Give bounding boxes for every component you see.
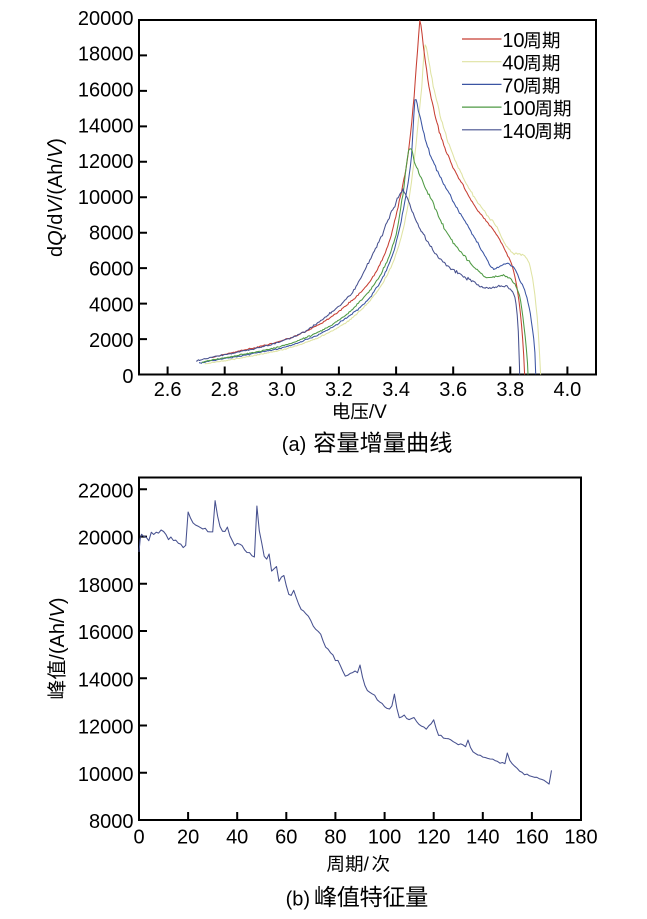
svg-text:dQ/dV/(Ah/V): dQ/dV/(Ah/V): [45, 138, 67, 257]
svg-text:70: 70: [502, 75, 524, 97]
svg-text:6000: 6000: [89, 259, 134, 281]
svg-text:16000: 16000: [78, 622, 134, 644]
svg-text:18000: 18000: [78, 575, 134, 597]
svg-text:60: 60: [275, 827, 297, 849]
svg-text:180: 180: [564, 827, 597, 849]
svg-text:100: 100: [502, 98, 535, 120]
svg-text:2.8: 2.8: [211, 379, 239, 401]
svg-text:10: 10: [502, 30, 524, 52]
svg-text:4.0: 4.0: [553, 379, 581, 401]
svg-text:10000: 10000: [78, 187, 134, 209]
svg-text:20000: 20000: [78, 8, 134, 30]
svg-text:120: 120: [417, 827, 450, 849]
svg-text:12000: 12000: [78, 151, 134, 173]
svg-text:140: 140: [466, 827, 499, 849]
svg-text:14000: 14000: [78, 669, 134, 691]
svg-text:80: 80: [324, 827, 346, 849]
svg-text:14000: 14000: [78, 115, 134, 137]
svg-text:20: 20: [177, 827, 199, 849]
svg-text:3.8: 3.8: [496, 379, 524, 401]
svg-text:3.2: 3.2: [325, 379, 353, 401]
svg-text:40: 40: [226, 827, 248, 849]
svg-text:8000: 8000: [89, 811, 134, 833]
svg-text:0: 0: [122, 366, 133, 388]
svg-text:20000: 20000: [78, 528, 134, 550]
svg-text:2000: 2000: [89, 330, 134, 352]
svg-text:/(Ah/V): /(Ah/V): [47, 597, 69, 659]
svg-text:3.6: 3.6: [439, 379, 467, 401]
svg-text:10000: 10000: [78, 764, 134, 786]
svg-text:22000: 22000: [78, 480, 134, 502]
svg-text:2.6: 2.6: [154, 379, 182, 401]
svg-text:(a): (a): [282, 434, 306, 456]
svg-text:3.0: 3.0: [268, 379, 296, 401]
svg-text:100: 100: [368, 827, 401, 849]
svg-text:12000: 12000: [78, 717, 134, 739]
svg-text:140: 140: [502, 121, 535, 143]
svg-text:160: 160: [515, 827, 548, 849]
svg-text:/V: /V: [369, 402, 387, 423]
svg-text:18000: 18000: [78, 44, 134, 66]
svg-text:0: 0: [133, 827, 144, 849]
svg-text:40: 40: [502, 53, 524, 75]
svg-text:8000: 8000: [89, 223, 134, 245]
svg-text:4000: 4000: [89, 294, 134, 316]
svg-text:(b): (b): [286, 888, 310, 910]
svg-text:16000: 16000: [78, 80, 134, 102]
svg-text:/: /: [364, 855, 370, 876]
svg-text:3.4: 3.4: [382, 379, 410, 401]
